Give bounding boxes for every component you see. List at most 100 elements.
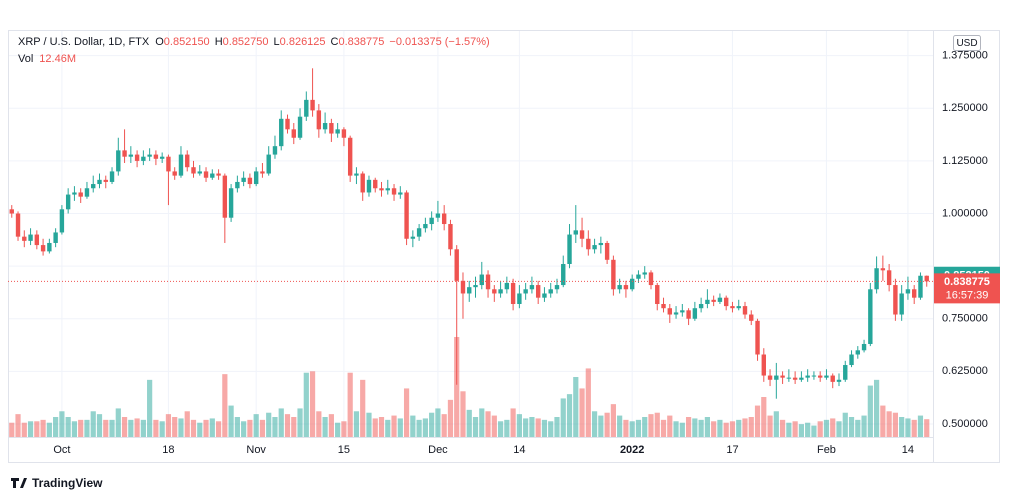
candle-body — [911, 289, 917, 298]
volume-bar — [441, 414, 447, 437]
candle-body — [297, 116, 303, 138]
candle-body — [636, 274, 641, 279]
candle-body — [59, 209, 65, 233]
candle-body — [880, 268, 886, 271]
candle-body — [886, 270, 892, 286]
volume-bar — [736, 419, 742, 437]
candle-body — [373, 179, 378, 189]
volume-bar — [698, 419, 704, 437]
candle-body — [567, 234, 572, 265]
candle-body — [792, 377, 798, 380]
volume-bar — [134, 418, 140, 437]
volume-bar — [554, 417, 560, 437]
volume-bar — [34, 421, 40, 437]
candle-body — [84, 188, 90, 197]
volume-bar — [642, 417, 648, 437]
volume-bar — [905, 418, 911, 437]
volume-bar — [385, 419, 391, 437]
candle-body — [504, 282, 510, 290]
volume-bar — [128, 419, 134, 437]
candle-body — [235, 181, 240, 189]
volume-bar — [172, 417, 178, 437]
volume-bar — [366, 412, 372, 437]
candle-body — [918, 275, 923, 298]
y-tick-label: 1.250000 — [942, 102, 988, 114]
volume-bar — [579, 388, 585, 437]
volume-bar — [215, 421, 222, 437]
volume-bar — [767, 415, 773, 437]
volume-bar — [861, 415, 867, 437]
volume-bar — [635, 419, 642, 437]
volume-bar — [629, 421, 635, 437]
volume-bar — [222, 374, 228, 437]
candle-body — [122, 150, 127, 157]
candle-body — [767, 375, 773, 380]
candle-body — [335, 129, 340, 134]
volume-bar — [447, 399, 454, 437]
candle-body — [510, 282, 516, 304]
candle-body — [642, 272, 647, 275]
volume-bar — [660, 419, 667, 437]
volume-bar — [598, 415, 604, 437]
candle-body — [354, 173, 359, 176]
candle-body — [730, 306, 735, 309]
candle-body — [116, 150, 121, 172]
volume-bar — [121, 417, 128, 437]
candle-body — [78, 192, 83, 197]
volume-bar — [247, 419, 253, 437]
symbol: XRP / U.S. Dollar, 1D, FTX — [18, 36, 150, 48]
volume-bar — [159, 421, 165, 437]
candle-body — [410, 236, 416, 239]
y-tick-label: 1.125000 — [942, 155, 988, 167]
volume-bar — [773, 411, 779, 437]
y-tick-label: 0.500000 — [942, 418, 988, 430]
candle-body — [385, 188, 390, 191]
candle-body — [874, 268, 879, 290]
candle-body — [310, 99, 315, 111]
volume-bar — [353, 411, 360, 437]
field-key: C — [331, 36, 339, 48]
volume-bar — [842, 412, 848, 437]
currency-box[interactable] — [953, 35, 981, 51]
volume-bar — [899, 417, 905, 437]
volume-bar — [178, 418, 184, 437]
candle-body — [473, 285, 478, 288]
candle-body — [843, 365, 848, 380]
volume-bar — [115, 408, 121, 437]
y-tick-label: 1.000000 — [942, 207, 988, 219]
volume-bar — [53, 417, 59, 437]
y-tick-label: 0.750000 — [942, 313, 988, 325]
volume-bar — [40, 419, 46, 437]
y-tick-label: 0.625000 — [942, 365, 988, 377]
volume-bar — [823, 419, 830, 437]
volume-bar — [848, 417, 855, 437]
volume-bar — [71, 421, 78, 437]
volume-bar — [429, 412, 435, 437]
volume-bar — [46, 422, 52, 437]
volume-bar — [811, 425, 817, 437]
candle-body — [153, 154, 159, 159]
candle-body — [241, 177, 246, 182]
candle-body — [266, 154, 271, 174]
candle-body — [322, 123, 328, 130]
volume-bar — [316, 411, 322, 437]
candle-body — [498, 289, 503, 294]
volume-bar — [27, 421, 34, 437]
candle-body — [592, 245, 597, 250]
candle-body — [103, 179, 108, 182]
candle-body — [535, 285, 541, 298]
volume-bar — [491, 415, 497, 437]
candle-body — [579, 230, 585, 239]
volume-bar — [297, 408, 303, 437]
volume-bar — [378, 417, 385, 437]
volume-bar — [335, 422, 341, 437]
chart-frame — [8, 30, 1000, 463]
volume-bar — [228, 405, 234, 437]
volume-bar — [90, 411, 96, 437]
volume-bar — [667, 415, 673, 437]
candle-body — [379, 188, 384, 191]
candle-body — [72, 192, 77, 195]
candle-body — [253, 171, 259, 185]
volume-bar — [560, 398, 566, 437]
